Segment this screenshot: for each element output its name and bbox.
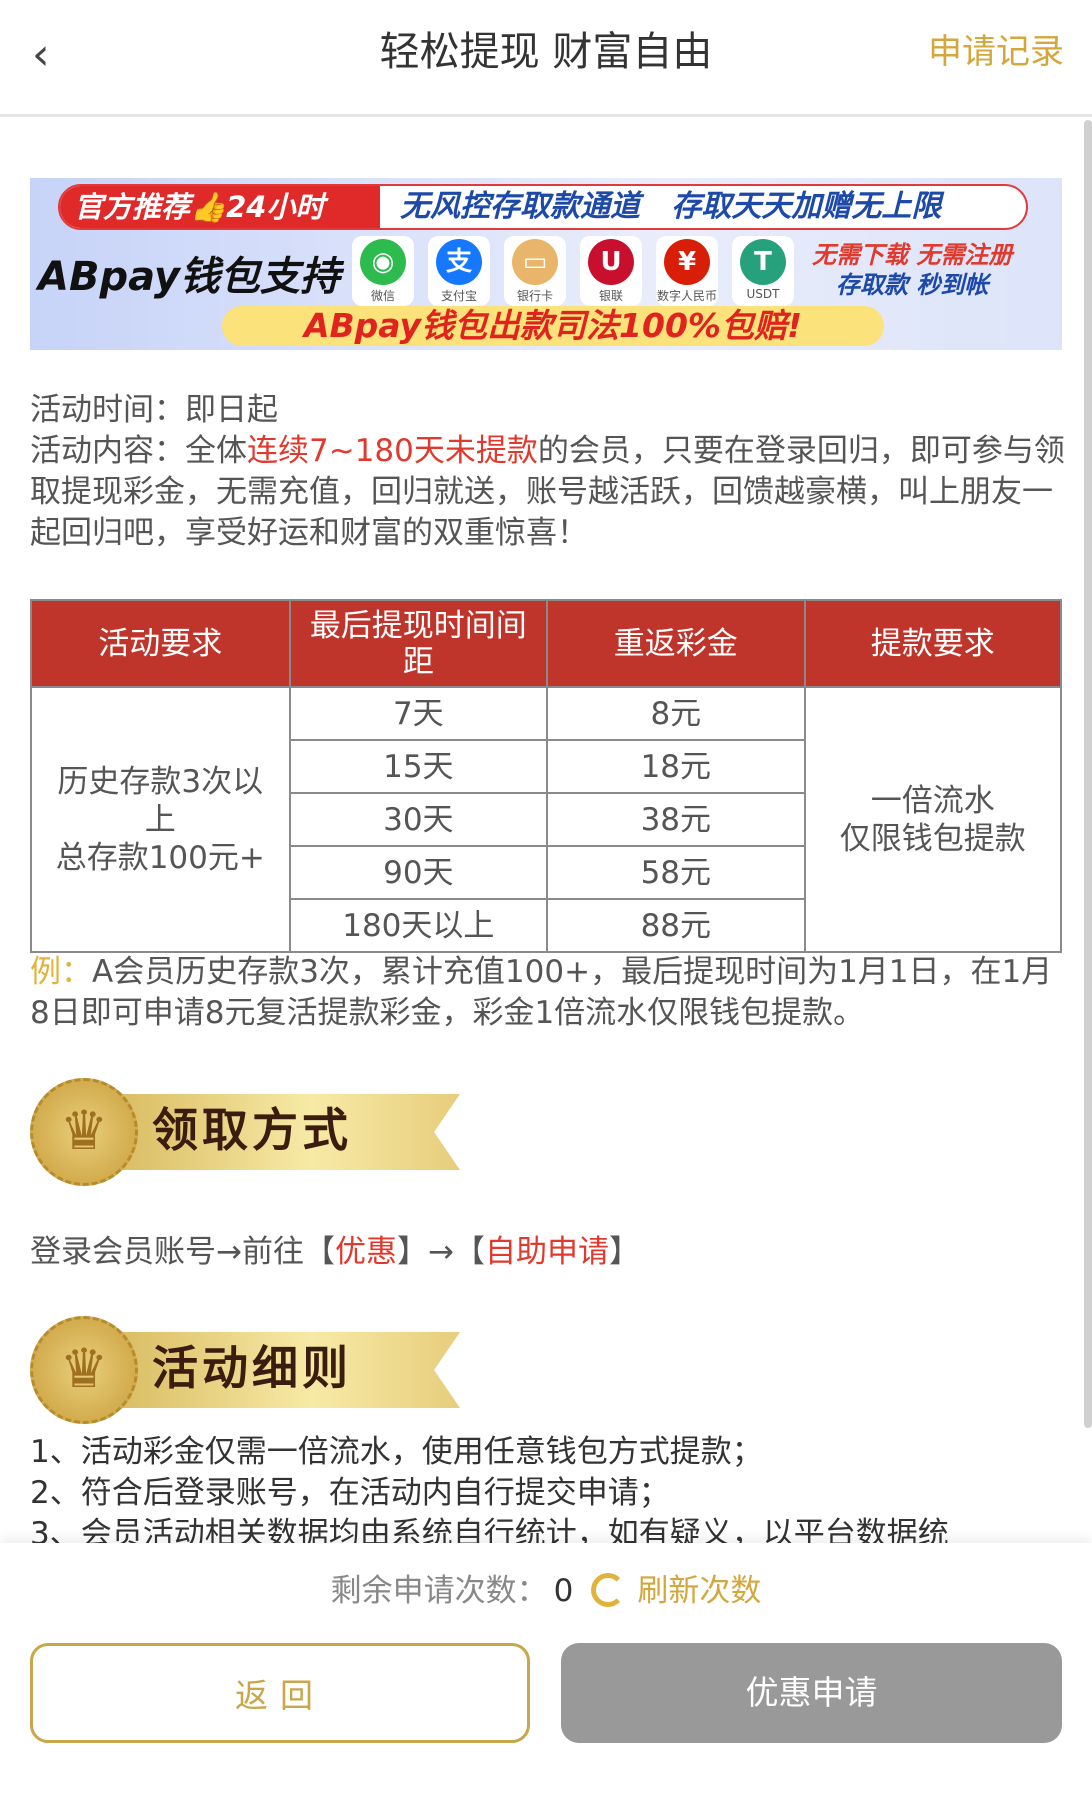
crown-medal-icon: ♛ [30,1316,138,1424]
content-suffix: 的会员，只要在登录回归，即可参与领取提现彩金，无需充值，回归就送，账号越活跃，回… [30,433,1065,551]
refresh-icon [591,1573,626,1607]
payment-label: USDT [746,287,780,301]
banner-right-text: 无需下载 无需注册 存取款 秒到帐 [812,240,1012,300]
rule-item: 2、符合后登录账号，在活动内自行提交申请； [30,1475,670,1511]
payment-method-4: ¥ 数字人民币 [656,236,718,306]
table-row: 15天 18元 [31,739,1061,794]
apply-button[interactable]: 优惠申请 [561,1643,1062,1743]
withdraw-cell: 一倍流水 仅限钱包提款 [803,686,1063,953]
content-highlight: 连续7~180天未提款 [247,433,538,469]
payment-label: 微信 [370,289,395,303]
payment-method-2: ▭ 银行卡 [504,236,566,306]
banner-right-line1: 无需下载 无需注册 [812,241,1013,269]
interval-cell: 15天 [288,739,549,794]
chevron-left-icon[interactable]: ‹ [32,29,50,80]
banner-guarantee: ABpay钱包出款司法100%包赔! [222,306,884,346]
remaining-label: 剩余申请次数： [330,1573,548,1609]
payment-icon: ¥ [664,239,710,285]
back-button[interactable]: 返回 [30,1643,530,1743]
example-label: 例： [30,954,92,990]
withdraw-line2: 仅限钱包提款 [839,820,1026,857]
bonus-cell: 38元 [546,792,806,847]
payment-icon: 支 [436,239,482,285]
self-apply-link[interactable]: 自助申请 [484,1234,609,1270]
requirement-cell: 历史存款3次以上 总存款100元+ [30,686,291,953]
refresh-button[interactable]: 刷新次数 [591,1573,761,1609]
table-row: 180天以上 88元 [31,898,1061,953]
content-prefix: 活动内容：全体 [30,433,247,469]
rules-badge: ♛ 活动细则 [30,1316,460,1424]
claim-steps: 登录会员账号→前往【优惠】→【自助申请】 [30,1232,1070,1273]
table-row: 30天 38元 [31,792,1061,847]
header-interval: 最后提现时间间距 [288,599,549,688]
interval-cell: 7天 [288,686,549,741]
header-withdraw: 提款要求 [803,599,1063,688]
payment-method-0: ◉ 微信 [352,236,414,306]
bonus-cell: 88元 [546,898,806,953]
payment-icon: T [740,239,786,285]
payment-label: 银行卡 [516,289,553,303]
payment-label: 数字人民币 [656,289,717,303]
payment-method-3: U 银联 [580,236,642,306]
bonus-cell: 18元 [546,739,806,794]
payment-label: 银联 [598,289,623,303]
page-title: 轻松提现 财富自由 [379,29,713,75]
banner-right-line2: 存取款 秒到帐 [836,271,989,299]
interval-cell: 180天以上 [288,898,549,953]
remaining-count: 0 [553,1573,574,1609]
step-text: 】→【 [396,1234,485,1270]
header-bonus: 重返彩金 [546,599,806,688]
activity-content: 活动内容：全体连续7~180天未提款的会员，只要在登录回归，即可参与领取提现彩金… [30,431,1070,554]
promo-link[interactable]: 优惠 [334,1234,397,1270]
refresh-label: 刷新次数 [637,1573,762,1609]
banner-top-pill: 官方推荐👍24小时 无风控存取款通道 存取天天加赠无上限 [58,184,1028,230]
claim-badge-text: 领取方式 [152,1103,352,1157]
table-header-row: 活动要求 最后提现时间间距 重返彩金 提款要求 [30,599,1063,688]
claim-method-badge: ♛ 领取方式 [30,1078,460,1186]
bonus-cell: 58元 [546,845,806,900]
payment-icon: ▭ [512,239,558,285]
step-text: 】 [608,1234,640,1270]
bonus-table: 活动要求 最后提现时间间距 重返彩金 提款要求 历史存款3次以上 总存款100元+… [30,599,1063,953]
interval-cell: 30天 [288,792,549,847]
payment-method-1: 支支付宝 [428,236,490,306]
scrollbar[interactable] [1084,120,1092,1428]
activity-time: 活动时间：即日起 [30,392,278,428]
interval-cell: 90天 [288,845,549,900]
payment-method-5: T USDT [732,236,794,306]
example-body: A会员历史存款3次，累计充值100+，最后提现时间为1月1日，在1月8日即可申请… [30,954,1053,1031]
crown-medal-icon: ♛ [30,1078,138,1186]
requirement-line1: 历史存款3次以上 [57,763,264,838]
remaining-counter: 剩余申请次数： 0 刷新次数 [0,1569,1092,1613]
table-row: 90天 58元 [31,845,1061,900]
application-record-link[interactable]: 申请记录 [928,32,1064,72]
header-requirement: 活动要求 [30,599,291,688]
abpay-banner[interactable]: 官方推荐👍24小时 无风控存取款通道 存取天天加赠无上限 ABpay钱包支持 ◉… [30,178,1062,350]
bonus-cell: 8元 [546,686,806,741]
table-row: 历史存款3次以上 总存款100元+ 7天 8元 一倍流水 仅限钱包提款 [30,686,1063,953]
top-nav-bar: ‹ 轻松提现 财富自由 申请记录 [0,0,1092,117]
payment-icon: U [588,239,634,285]
banner-tag: 官方推荐👍24小时 [60,186,380,228]
rules-badge-text: 活动细则 [152,1341,352,1395]
payment-label: 支付宝 [440,289,477,303]
example-text: 例：A会员历史存款3次，累计充值100+，最后提现时间为1月1日，在1月8日即可… [30,952,1070,1034]
rules-list: 1、活动彩金仅需一倍流水，使用任意钱包方式提款； 2、符合后登录账号，在活动内自… [30,1432,1070,1555]
bottom-action-panel: 剩余申请次数： 0 刷新次数 返回 优惠申请 [0,1543,1092,1799]
payment-method-icons: ◉ 微信 支支付宝 ▭ 银行卡 U 银联 ¥ 数字人民币 T USDT [352,236,794,306]
withdraw-line1: 一倍流水 [870,782,995,819]
banner-slogan: 无风控存取款通道 存取天天加赠无上限 [400,189,942,224]
banner-brand: ABpay钱包支持 [38,254,340,300]
step-text: 登录会员账号→前往【 [30,1234,335,1270]
rule-item: 1、活动彩金仅需一倍流水，使用任意钱包方式提款； [30,1434,763,1470]
payment-icon: ◉ [360,239,406,285]
requirement-line2: 总存款100元+ [55,839,265,876]
